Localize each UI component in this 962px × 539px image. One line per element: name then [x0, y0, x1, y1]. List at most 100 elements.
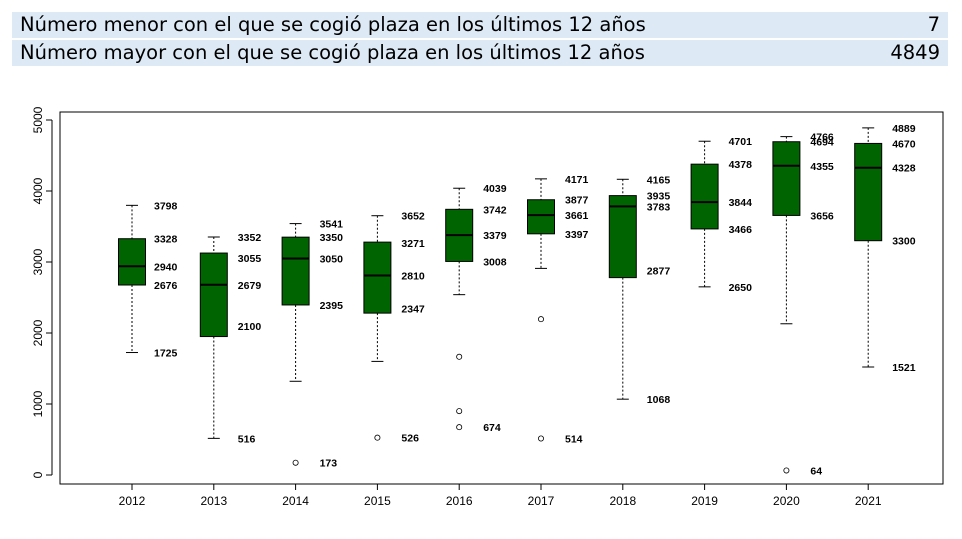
- value-label: 3652: [401, 211, 425, 223]
- value-label: 3935: [647, 191, 671, 203]
- x-tick-label: 2016: [446, 494, 473, 508]
- value-label: 526: [401, 433, 419, 445]
- value-label: 514: [565, 434, 583, 446]
- value-label: 3742: [483, 204, 507, 216]
- x-tick-label: 2018: [609, 494, 636, 508]
- value-label: 3328: [154, 234, 178, 246]
- value-label: 3050: [320, 253, 344, 265]
- box-2017: [527, 178, 555, 442]
- value-label: 4165: [647, 174, 671, 186]
- iqr-box: [527, 199, 555, 235]
- iqr-box: [854, 142, 883, 242]
- box-2014: [281, 223, 310, 466]
- x-tick-label: 2015: [364, 494, 391, 508]
- value-label: 3379: [483, 230, 507, 242]
- box-2016: [445, 187, 474, 431]
- box-2018: [608, 178, 637, 400]
- box-2012: [118, 204, 146, 354]
- value-label: 4701: [729, 136, 753, 148]
- max-number-label: Número mayor con el que se cogió plaza e…: [20, 41, 645, 64]
- value-label: 3661: [565, 210, 589, 222]
- box-2021: [854, 127, 883, 368]
- value-label: 2679: [238, 280, 262, 292]
- value-label: 4328: [892, 163, 916, 175]
- x-tick-label: 2020: [773, 494, 800, 508]
- y-tick-label: 4000: [31, 177, 45, 204]
- value-label: 3877: [565, 195, 589, 207]
- iqr-box: [118, 238, 146, 286]
- value-label: 4766: [810, 132, 834, 144]
- outlier-point: [292, 459, 299, 466]
- outlier-point: [783, 467, 790, 474]
- value-label: 3352: [238, 232, 262, 244]
- outlier-point: [456, 424, 463, 431]
- value-label: 2676: [154, 280, 178, 292]
- iqr-box: [281, 236, 310, 306]
- value-label: 3798: [154, 200, 178, 212]
- value-label: 4378: [729, 159, 753, 171]
- y-tick-label: 0: [31, 471, 45, 478]
- value-label: 4694: [810, 137, 834, 149]
- y-tick-label: 1000: [31, 390, 45, 417]
- outlier-point: [456, 353, 463, 360]
- y-tick-label: 5000: [31, 106, 45, 133]
- x-tick-label: 2012: [119, 494, 146, 508]
- value-label: 3656: [810, 210, 834, 222]
- box-2013: [199, 236, 228, 439]
- value-label: 2940: [154, 261, 178, 273]
- x-tick-label: 2019: [691, 494, 718, 508]
- outlier-point: [456, 408, 463, 415]
- value-label: 2100: [238, 321, 262, 333]
- value-label: 3055: [238, 253, 262, 265]
- value-label: 1521: [892, 362, 916, 374]
- value-label: 1725: [154, 348, 178, 360]
- value-label: 4355: [810, 161, 834, 173]
- value-label: 674: [483, 422, 501, 434]
- value-label: 2347: [401, 303, 425, 315]
- value-label: 2650: [729, 282, 753, 294]
- iqr-box: [772, 141, 801, 216]
- iqr-box: [363, 241, 392, 314]
- value-label: 4171: [565, 174, 589, 186]
- y-tick-label: 2000: [31, 319, 45, 346]
- value-label: 2877: [647, 266, 671, 278]
- x-tick-label: 2013: [200, 494, 227, 508]
- value-label: 2395: [320, 300, 344, 312]
- value-label: 64: [810, 465, 822, 477]
- value-label: 3350: [320, 232, 344, 244]
- value-label: 3844: [729, 197, 753, 209]
- x-tick-label: 2021: [855, 494, 882, 508]
- iqr-box: [608, 195, 637, 279]
- max-number-value: 4849: [890, 41, 940, 64]
- box-2019: [690, 140, 719, 288]
- x-tick-label: 2017: [528, 494, 555, 508]
- value-label: 2810: [401, 270, 425, 282]
- min-number-value: 7: [927, 13, 940, 36]
- value-label: 4670: [892, 138, 916, 150]
- value-label: 3300: [892, 236, 916, 248]
- iqr-box: [199, 252, 228, 338]
- value-label: 3397: [565, 229, 589, 241]
- value-label: 4039: [483, 183, 507, 195]
- value-label: 1068: [647, 394, 671, 406]
- y-tick-label: 3000: [31, 248, 45, 275]
- value-label: 173: [320, 458, 338, 470]
- outlier-point: [538, 435, 545, 442]
- max-number-banner: Número mayor con el que se cogió plaza e…: [12, 40, 948, 66]
- value-label: 3466: [729, 224, 753, 236]
- iqr-box: [690, 163, 719, 230]
- min-number-banner: Número menor con el que se cogió plaza e…: [12, 12, 948, 38]
- value-label: 516: [238, 433, 256, 445]
- value-label: 3541: [320, 219, 344, 231]
- value-label: 4889: [892, 123, 916, 135]
- box-2020: [772, 136, 801, 474]
- box-2015: [363, 215, 392, 441]
- outlier-point: [374, 434, 381, 441]
- outlier-point: [538, 316, 545, 323]
- value-label: 3008: [483, 256, 507, 268]
- min-number-label: Número menor con el que se cogió plaza e…: [20, 13, 646, 36]
- value-label: 3783: [647, 201, 671, 213]
- value-label: 3271: [401, 238, 425, 250]
- x-tick-label: 2014: [282, 494, 309, 508]
